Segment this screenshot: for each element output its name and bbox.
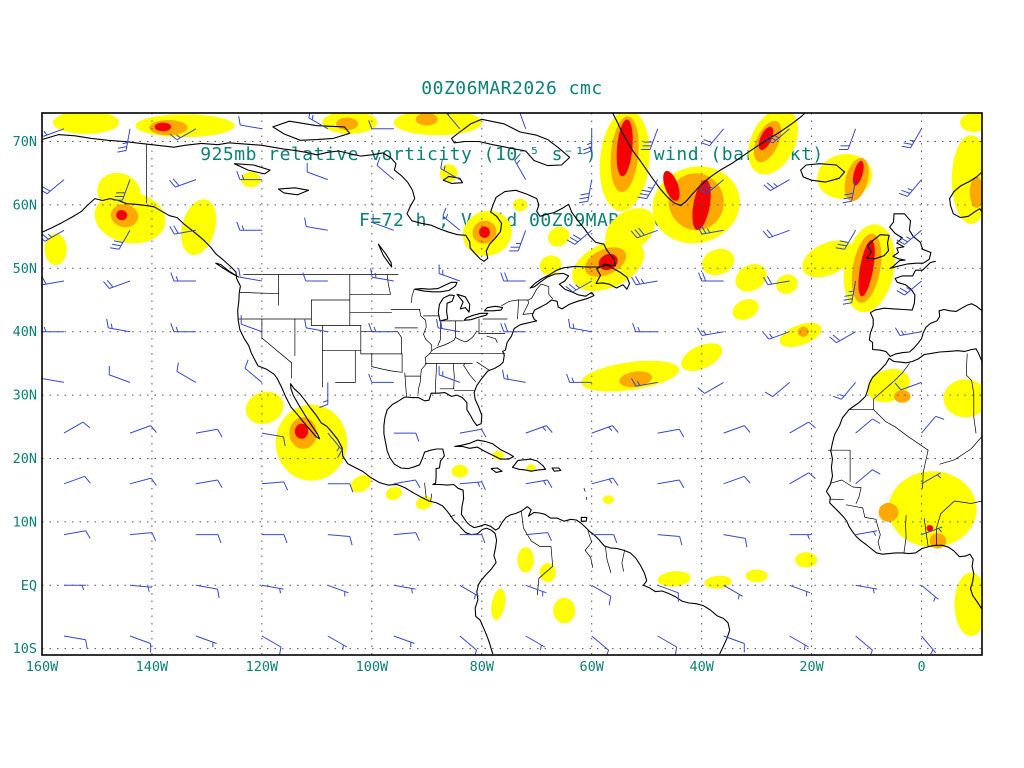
- svg-text:140W: 140W: [136, 659, 169, 675]
- svg-text:30N: 30N: [13, 388, 37, 404]
- svg-text:40W: 40W: [689, 659, 714, 675]
- map-frame: [41, 112, 983, 656]
- svg-text:50N: 50N: [13, 261, 37, 277]
- svg-text:60W: 60W: [580, 659, 605, 675]
- svg-text:120W: 120W: [246, 659, 279, 675]
- vorticity-shading: [44, 113, 982, 636]
- wind-barbs: [42, 113, 945, 655]
- coastlines: [42, 113, 982, 655]
- longitude-labels: 160W 140W 120W 100W 80W 60W 40W 20W 0: [26, 659, 926, 675]
- lat-lon-gridlines: [42, 113, 982, 655]
- political-borders: [146, 143, 982, 596]
- svg-text:100W: 100W: [356, 659, 389, 675]
- svg-text:10S: 10S: [13, 641, 37, 657]
- svg-text:80W: 80W: [470, 659, 495, 675]
- svg-text:70N: 70N: [13, 134, 37, 150]
- svg-text:20W: 20W: [799, 659, 824, 675]
- svg-text:20N: 20N: [13, 451, 37, 467]
- svg-text:40N: 40N: [13, 324, 37, 340]
- svg-text:160W: 160W: [26, 659, 59, 675]
- svg-text:10N: 10N: [13, 514, 37, 530]
- svg-text:EQ: EQ: [21, 578, 37, 594]
- svg-text:60N: 60N: [13, 197, 37, 213]
- svg-text:0: 0: [917, 659, 925, 675]
- chart-title-init-model: 00Z06MAR2026 cmc: [421, 78, 603, 99]
- latitude-labels: 70N 60N 50N 40N 30N 20N 10N EQ 10S: [13, 134, 37, 657]
